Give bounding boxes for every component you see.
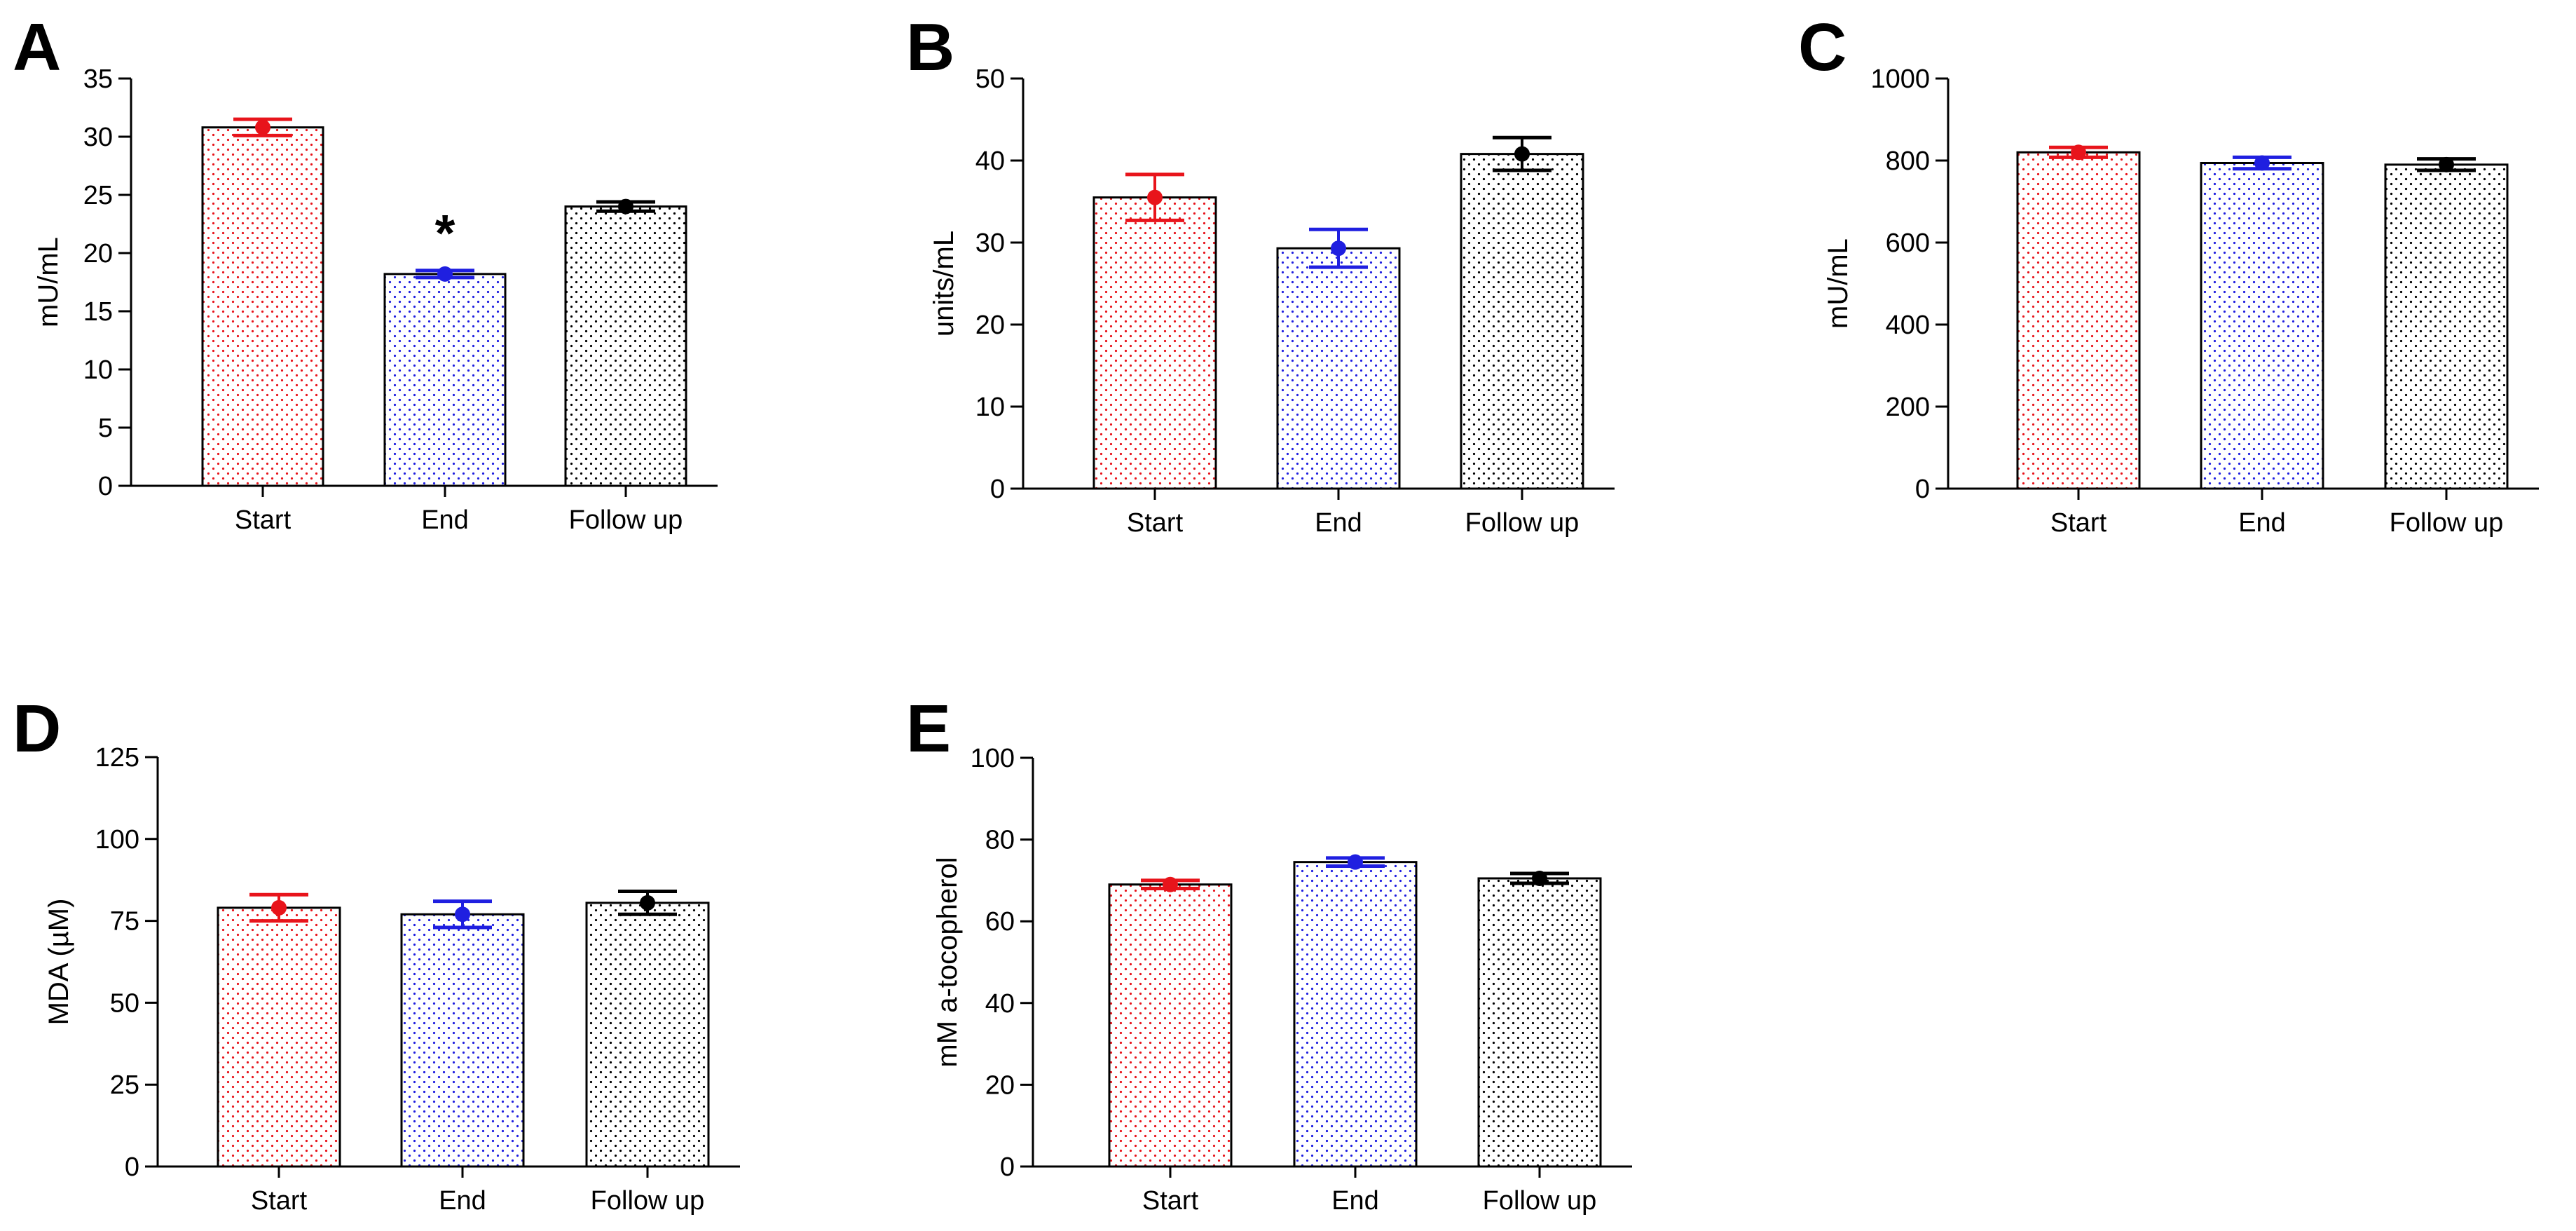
y-tick-label: 5 xyxy=(98,414,113,443)
y-tick-label: 1000 xyxy=(1870,64,1930,94)
mean-point xyxy=(271,899,287,916)
y-tick-label: 25 xyxy=(110,1070,139,1100)
y-tick-label: 600 xyxy=(1886,229,1930,258)
bar xyxy=(1293,861,1418,1168)
x-tick-label: End xyxy=(2238,508,2286,538)
mean-point xyxy=(2254,155,2270,171)
x-tick-label: Start xyxy=(2050,508,2107,538)
y-tick-label: 20 xyxy=(985,1070,1015,1100)
bar xyxy=(1477,877,1602,1168)
x-tick-label: End xyxy=(421,505,469,535)
bar xyxy=(564,205,687,487)
y-tick-label: 0 xyxy=(98,472,113,501)
y-tick-label: 80 xyxy=(985,826,1015,855)
y-tick-label: 40 xyxy=(985,989,1015,1019)
y-axis-title: MDA (µM) xyxy=(43,899,74,1026)
x-tick-label: Start xyxy=(1127,508,1184,538)
x-tick-label: Start xyxy=(235,505,292,535)
panel-a: A 0 5 10 15 20 25 30 35 mU/mL Start End Follow up * xyxy=(13,10,718,535)
mean-point xyxy=(255,119,270,135)
y-axis-title: mM a-tocopherol xyxy=(932,857,963,1067)
panel-e: E 0 20 40 60 80 100 mM a-tocopherol Start End Foll… xyxy=(906,691,1632,1216)
y-tick-label: 30 xyxy=(975,229,1005,258)
y-tick-label: 30 xyxy=(83,123,113,152)
y-tick-label: 125 xyxy=(95,743,139,773)
y-tick-label: 800 xyxy=(1886,147,1930,176)
x-tick-label: Follow up xyxy=(591,1186,705,1216)
y-tick-label: 40 xyxy=(975,147,1005,176)
significance-annotation: * xyxy=(435,204,455,262)
y-tick-label: 0 xyxy=(1000,1152,1015,1182)
panel-letter: D xyxy=(13,691,61,766)
x-tick-label: Start xyxy=(1142,1186,1199,1216)
y-tick-label: 75 xyxy=(110,907,139,937)
y-tick-label: 20 xyxy=(83,239,113,268)
y-axis-title: mU/mL xyxy=(33,237,64,327)
panel-letter: A xyxy=(13,10,61,85)
y-tick-label: 50 xyxy=(975,64,1005,94)
y-tick-label: 10 xyxy=(975,393,1005,422)
bar xyxy=(383,273,507,487)
mean-point xyxy=(1514,146,1530,162)
mean-point xyxy=(2071,144,2086,161)
y-tick-label: 20 xyxy=(975,311,1005,340)
bar xyxy=(2384,163,2509,490)
y-tick-label: 60 xyxy=(985,907,1015,937)
x-tick-label: End xyxy=(1331,1186,1379,1216)
panel-letter: E xyxy=(906,691,951,766)
bar xyxy=(585,902,710,1168)
mean-point xyxy=(1532,870,1547,886)
y-tick-label: 0 xyxy=(1915,475,1930,504)
y-tick-label: 0 xyxy=(990,475,1005,504)
y-tick-label: 15 xyxy=(83,297,113,327)
mean-point xyxy=(437,266,453,282)
mean-point xyxy=(455,906,470,923)
bar xyxy=(400,913,525,1168)
mean-point xyxy=(1147,189,1163,205)
x-tick-label: Follow up xyxy=(1465,508,1580,538)
bar xyxy=(201,126,324,487)
y-tick-label: 200 xyxy=(1886,393,1930,422)
y-axis-title: units/mL xyxy=(929,231,959,336)
y-tick-label: 0 xyxy=(125,1152,139,1182)
bar xyxy=(1108,883,1233,1168)
mean-point xyxy=(618,198,633,215)
bar xyxy=(217,906,341,1168)
panel-letter: C xyxy=(1798,10,1847,85)
mean-point xyxy=(1331,240,1346,257)
bar xyxy=(1460,153,1584,490)
mean-point xyxy=(2439,156,2454,172)
y-tick-label: 35 xyxy=(83,64,113,94)
bar xyxy=(2200,162,2324,490)
y-tick-label: 100 xyxy=(971,744,1015,773)
y-tick-label: 100 xyxy=(95,825,139,855)
y-tick-label: 50 xyxy=(110,988,139,1018)
panel-b: B 0 10 20 30 40 50 units/mL Start End Follow up xyxy=(906,10,1615,538)
panel-letter: B xyxy=(906,10,954,85)
x-tick-label: End xyxy=(439,1186,486,1216)
y-tick-label: 25 xyxy=(83,181,113,210)
x-tick-label: Follow up xyxy=(1483,1186,1597,1216)
mean-point xyxy=(1348,854,1363,870)
bar xyxy=(1276,247,1401,490)
x-tick-label: Follow up xyxy=(2390,508,2504,538)
bar xyxy=(2016,151,2141,490)
x-tick-label: End xyxy=(1315,508,1362,538)
y-tick-label: 10 xyxy=(83,355,113,385)
x-tick-label: Start xyxy=(251,1186,308,1216)
panel-d: D 0 25 50 75 100 125 MDA (µM) Start End Follow up xyxy=(13,691,740,1216)
bar xyxy=(1092,196,1217,490)
y-axis-title: mU/mL xyxy=(1823,238,1854,329)
y-tick-label: 400 xyxy=(1886,311,1930,340)
mean-point xyxy=(640,895,655,911)
panel-c: C 0 200 400 600 800 1000 mU/mL Start End Follow up xyxy=(1798,10,2539,538)
x-tick-label: Follow up xyxy=(569,505,683,535)
mean-point xyxy=(1163,876,1178,892)
